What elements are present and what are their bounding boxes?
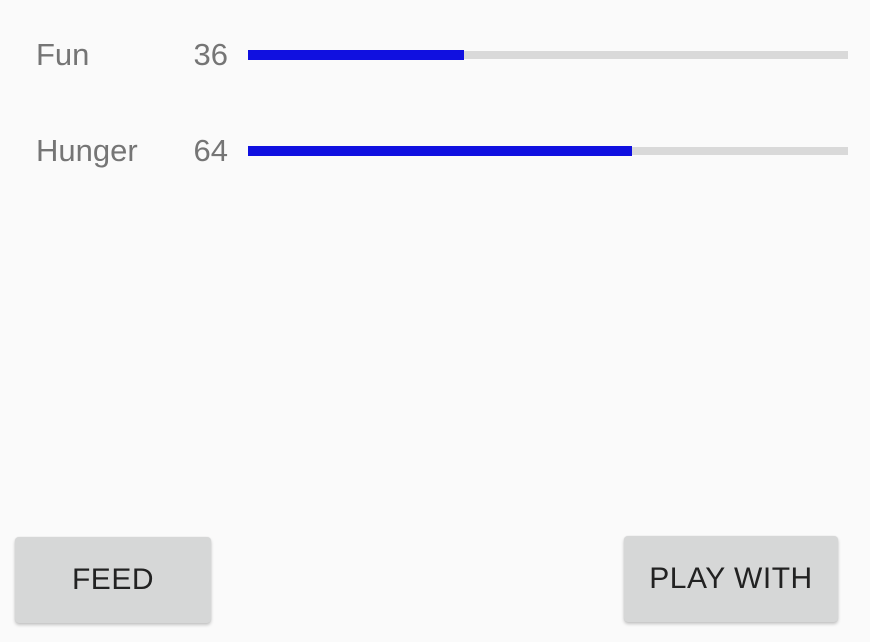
hunger-label: Hunger <box>36 133 138 168</box>
play-with-button[interactable]: PLAY WITH <box>624 536 838 622</box>
fun-label: Fun <box>36 37 90 72</box>
feed-button[interactable]: FEED <box>15 537 211 623</box>
fun-value: 36 <box>193 37 228 72</box>
hunger-value: 64 <box>193 133 228 168</box>
stat-row-hunger: Hunger 64 <box>0 131 870 171</box>
hunger-progress-fill <box>248 146 632 156</box>
stat-row-fun: Fun 36 <box>0 35 870 75</box>
fun-progress-fill <box>248 50 464 60</box>
hunger-progress-bar <box>248 146 848 156</box>
fun-progress-bar <box>248 50 848 60</box>
